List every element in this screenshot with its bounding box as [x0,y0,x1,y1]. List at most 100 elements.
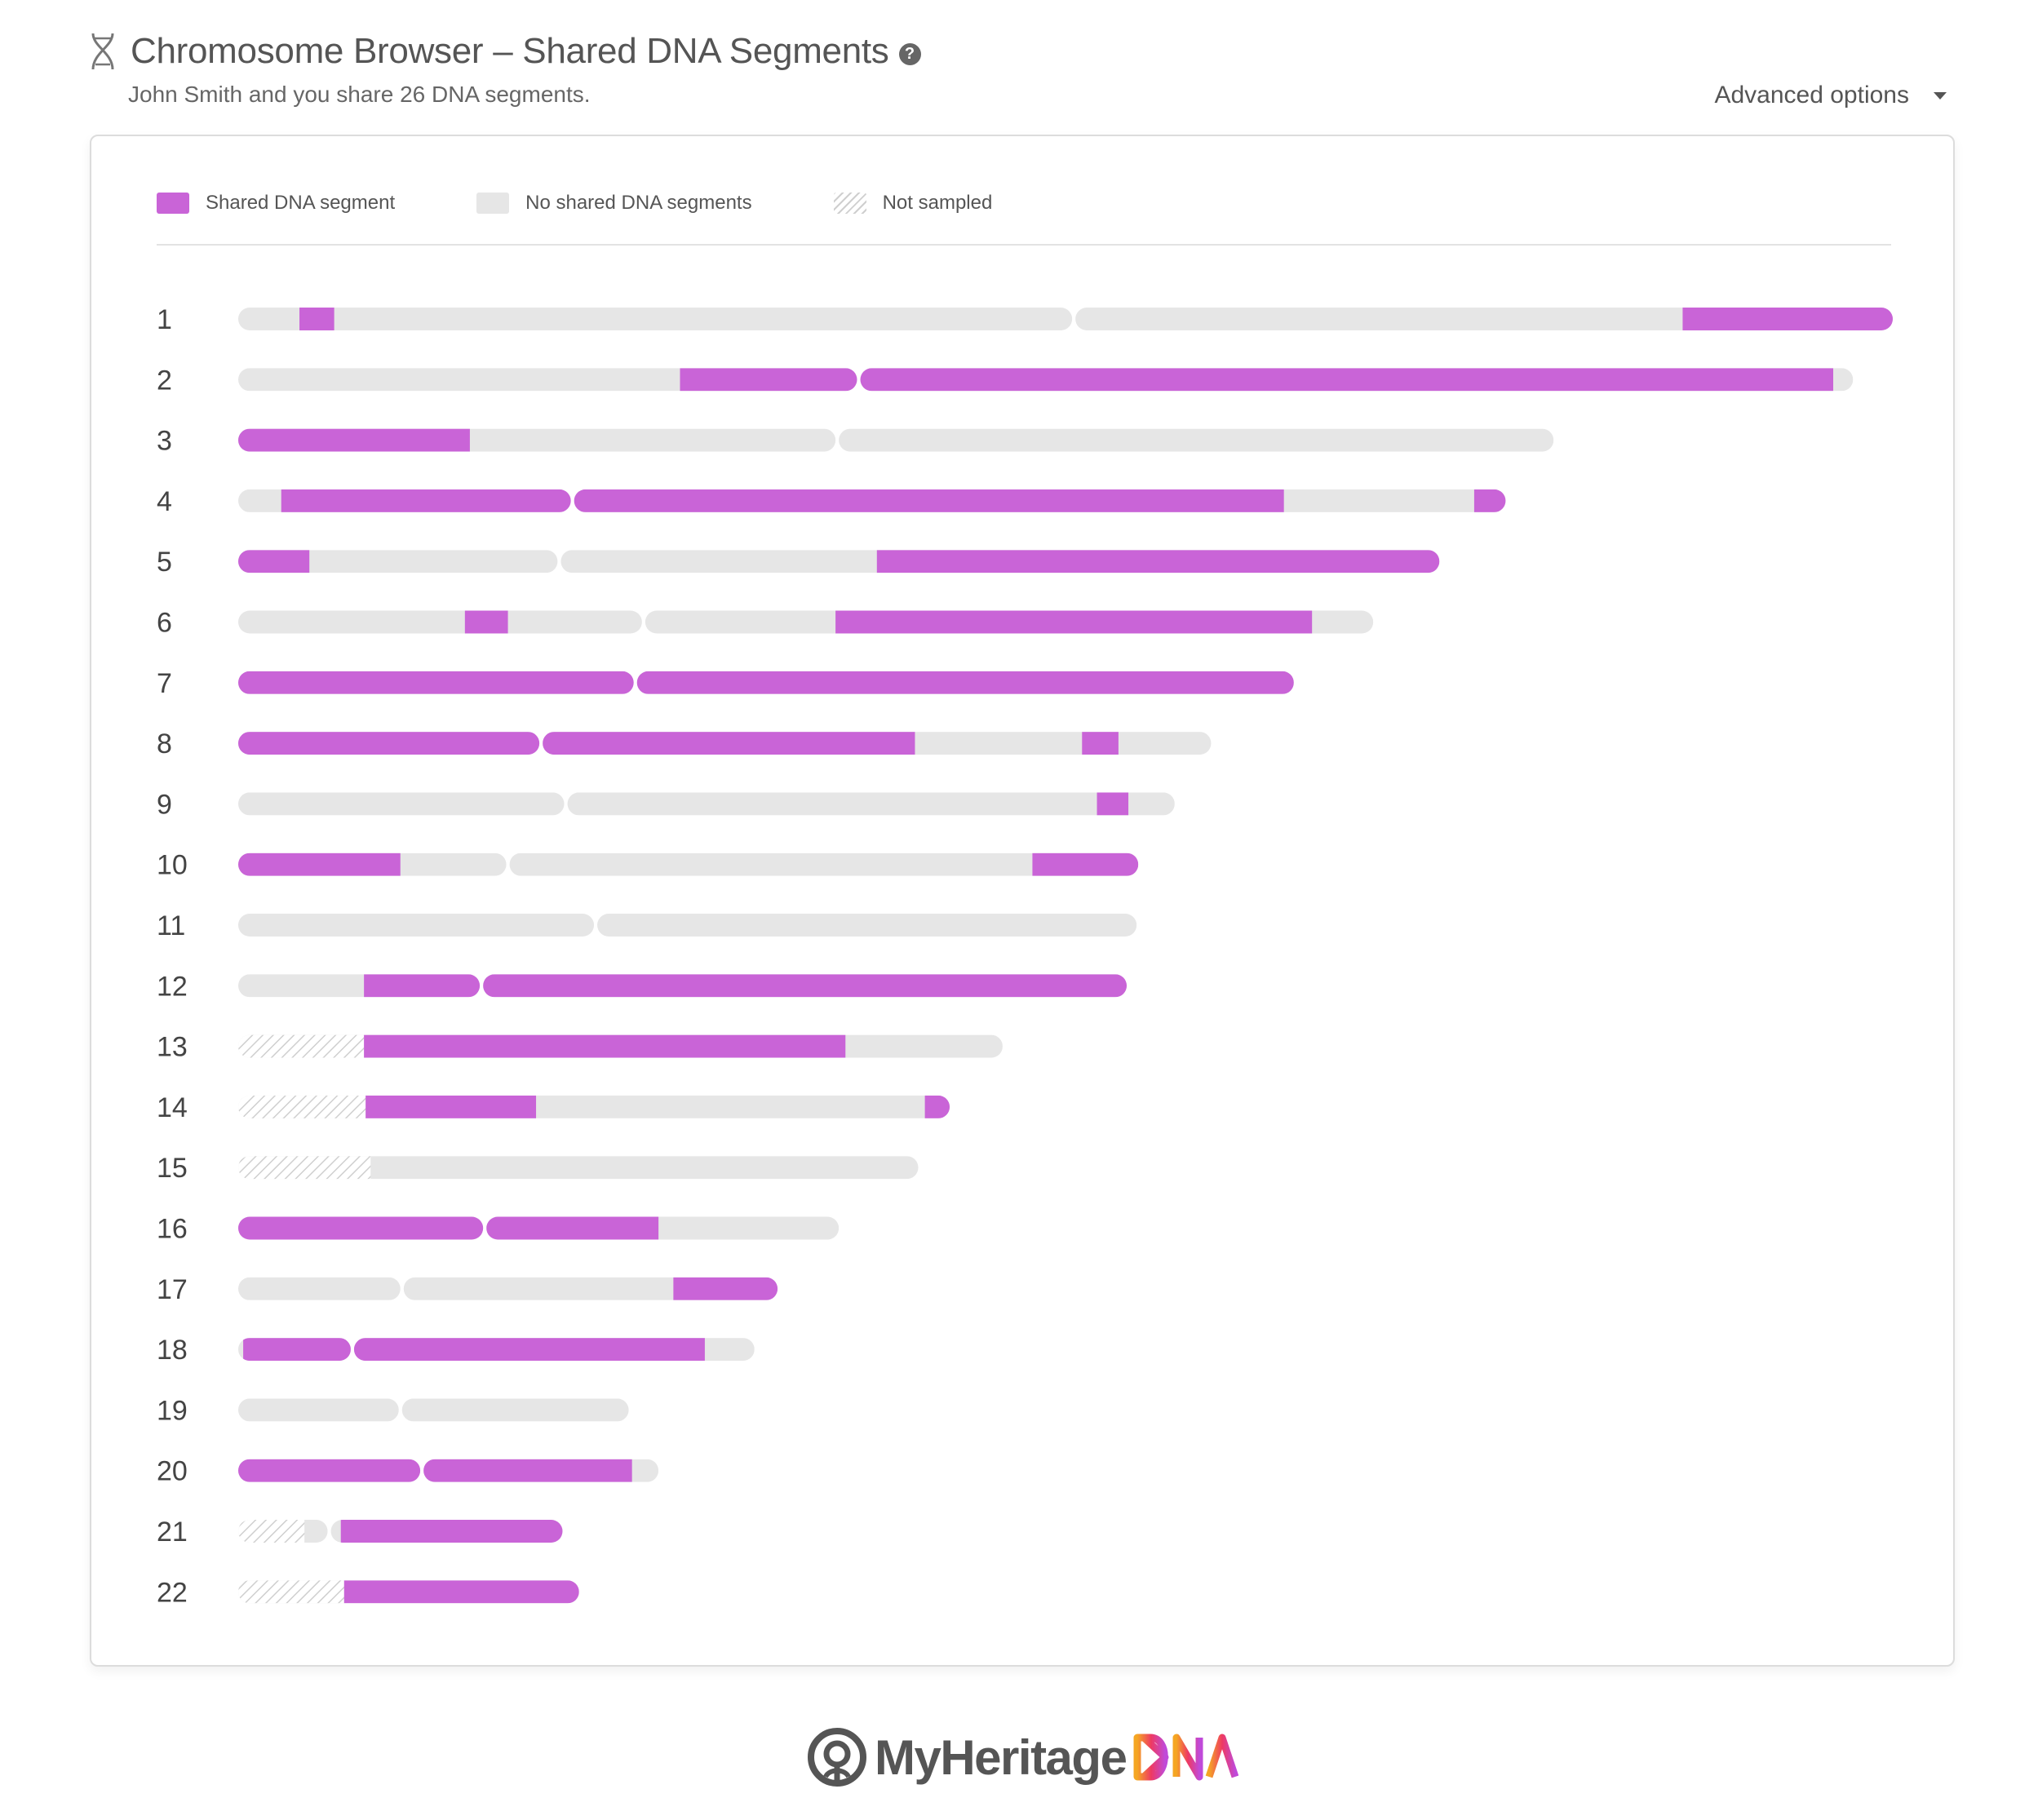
chromosome-bar-21 [238,1520,563,1543]
chromosome-bar-22 [238,1580,579,1604]
chromosome-bar-20 [238,1459,659,1482]
chromosome-bar-2 [238,368,1854,392]
chromosome-label-4: 4 [157,486,172,517]
chromosome-label-5: 5 [157,547,172,578]
chromosome-bar-3 [238,428,1554,452]
shared-segment-1-1 [299,308,334,330]
centromere-gap-9-1 [564,792,568,816]
centromere-gap-4-1 [570,489,574,512]
shared-segments-summary: John Smith and you share 26 DNA segments… [128,82,591,107]
centromere-gap-5-1 [557,550,561,573]
legend-label-not-sampled: Not sampled [882,192,993,214]
chromosome-row-2: 2 [157,365,1854,396]
not-sampled-region-15-1 [238,1156,371,1180]
chromosome-bar-18 [238,1338,755,1362]
chromosome-row-22: 22 [157,1577,579,1608]
chromosome-row-20: 20 [157,1456,659,1487]
chromosome-row-19: 19 [157,1395,629,1426]
chromosome-row-11: 11 [157,910,1137,941]
page-title: Chromosome Browser – Shared DNA Segments [131,31,889,71]
chromosome-bar-17 [238,1277,778,1300]
centromere-gap-19-1 [398,1398,402,1422]
chromosome-label-8: 8 [157,728,172,759]
advanced-options-dropdown[interactable]: Advanced options [1714,82,1947,109]
centromere-gap-8-1 [539,732,543,755]
shared-segment-18-1 [243,1338,352,1362]
chromosome-label-9: 9 [157,789,172,820]
chromosome-bar-9 [238,792,1175,816]
shared-segment-9-1 [1097,792,1129,816]
chromosome-row-16: 16 [157,1214,840,1245]
shared-segment-8-1 [238,732,542,755]
chromosome-label-20: 20 [157,1456,188,1487]
chromosome-row-8: 8 [157,728,1212,759]
shared-segment-2-1 [680,368,859,392]
shared-segment-7-1 [238,671,636,694]
centromere-gap-3-1 [835,428,840,452]
chevron-down-icon [1934,91,1947,100]
legend-label-shared: Shared DNA segment [206,192,396,214]
chromosome-label-22: 22 [157,1577,188,1608]
chromosome-bar-12 [238,974,1128,998]
chromosome-row-9: 9 [157,789,1175,820]
chromosome-label-7: 7 [157,668,172,699]
shared-segment-22-1 [343,1580,579,1604]
centromere-gap-18-1 [350,1338,354,1362]
chromosome-label-2: 2 [157,365,172,396]
shared-segment-5-2 [876,550,1440,573]
not-sampled-region-13-1 [238,1034,365,1058]
chromosome-label-13: 13 [157,1032,188,1063]
chromosome-bar-10 [238,852,1139,876]
chromosome-row-15: 15 [157,1153,919,1184]
chromosome-label-12: 12 [157,971,188,1002]
legend-swatch-not-sampled [833,193,866,214]
dna-icon [91,33,114,70]
brand-name: MyHeritage [875,1729,1128,1785]
shared-segment-5-1 [238,550,310,573]
centromere-gap-21-1 [327,1520,331,1543]
chromosome-bar-16 [238,1216,840,1240]
shared-segment-14-2 [924,1095,950,1118]
centromere-gap-12-1 [480,974,484,998]
brand-dna-wordmark [1133,1734,1239,1781]
help-icon[interactable]: ? [898,42,921,65]
not-sampled-region-21-1 [238,1520,305,1543]
chromosome-row-18: 18 [157,1335,755,1366]
centromere-gap-16-1 [483,1216,487,1240]
legend-divider [157,244,1891,246]
centromere-gap-6-1 [641,610,645,634]
chromosome-label-19: 19 [157,1395,188,1426]
chromosome-label-3: 3 [157,426,172,457]
chromosome-row-1: 1 [157,304,1893,335]
shared-segment-4-2 [572,489,1284,512]
chromosome-row-5: 5 [157,547,1440,578]
centromere-gap-17-1 [400,1277,404,1300]
chromosome-bar-11 [238,914,1137,937]
chromosome-row-13: 13 [157,1032,1003,1063]
shared-segment-6-2 [835,610,1313,634]
chromosome-bar-7 [238,671,1294,694]
shared-segment-4-3 [1473,489,1506,512]
chromosome-row-7: 7 [157,668,1294,699]
shared-segment-12-2 [481,974,1128,998]
chromosome-label-17: 17 [157,1274,188,1305]
legend-item-not-sampled: Not sampled [833,192,993,215]
shared-segment-6-1 [464,610,508,634]
chromosome-label-15: 15 [157,1153,188,1184]
title-row: Chromosome Browser – Shared DNA Segments… [86,31,921,72]
chromosome-base-9 [238,792,1175,816]
chromosome-bar-8 [238,732,1212,755]
shared-segment-12-1 [364,974,482,998]
chromosome-row-14: 14 [157,1092,950,1123]
shared-segment-1-2 [1682,308,1893,330]
chromosome-row-12: 12 [157,971,1128,1002]
chromosome-label-14: 14 [157,1092,188,1123]
chromosome-row-17: 17 [157,1274,778,1305]
chromosome-bar-19 [238,1398,629,1422]
shared-segment-16-2 [485,1216,659,1240]
page-header: Chromosome Browser – Shared DNA Segments… [86,31,921,72]
chromosome-bar-13 [238,1034,1003,1058]
shared-segment-14-1 [366,1095,537,1118]
centromere-gap-10-1 [506,852,510,876]
chromosome-bar-14 [238,1095,950,1118]
